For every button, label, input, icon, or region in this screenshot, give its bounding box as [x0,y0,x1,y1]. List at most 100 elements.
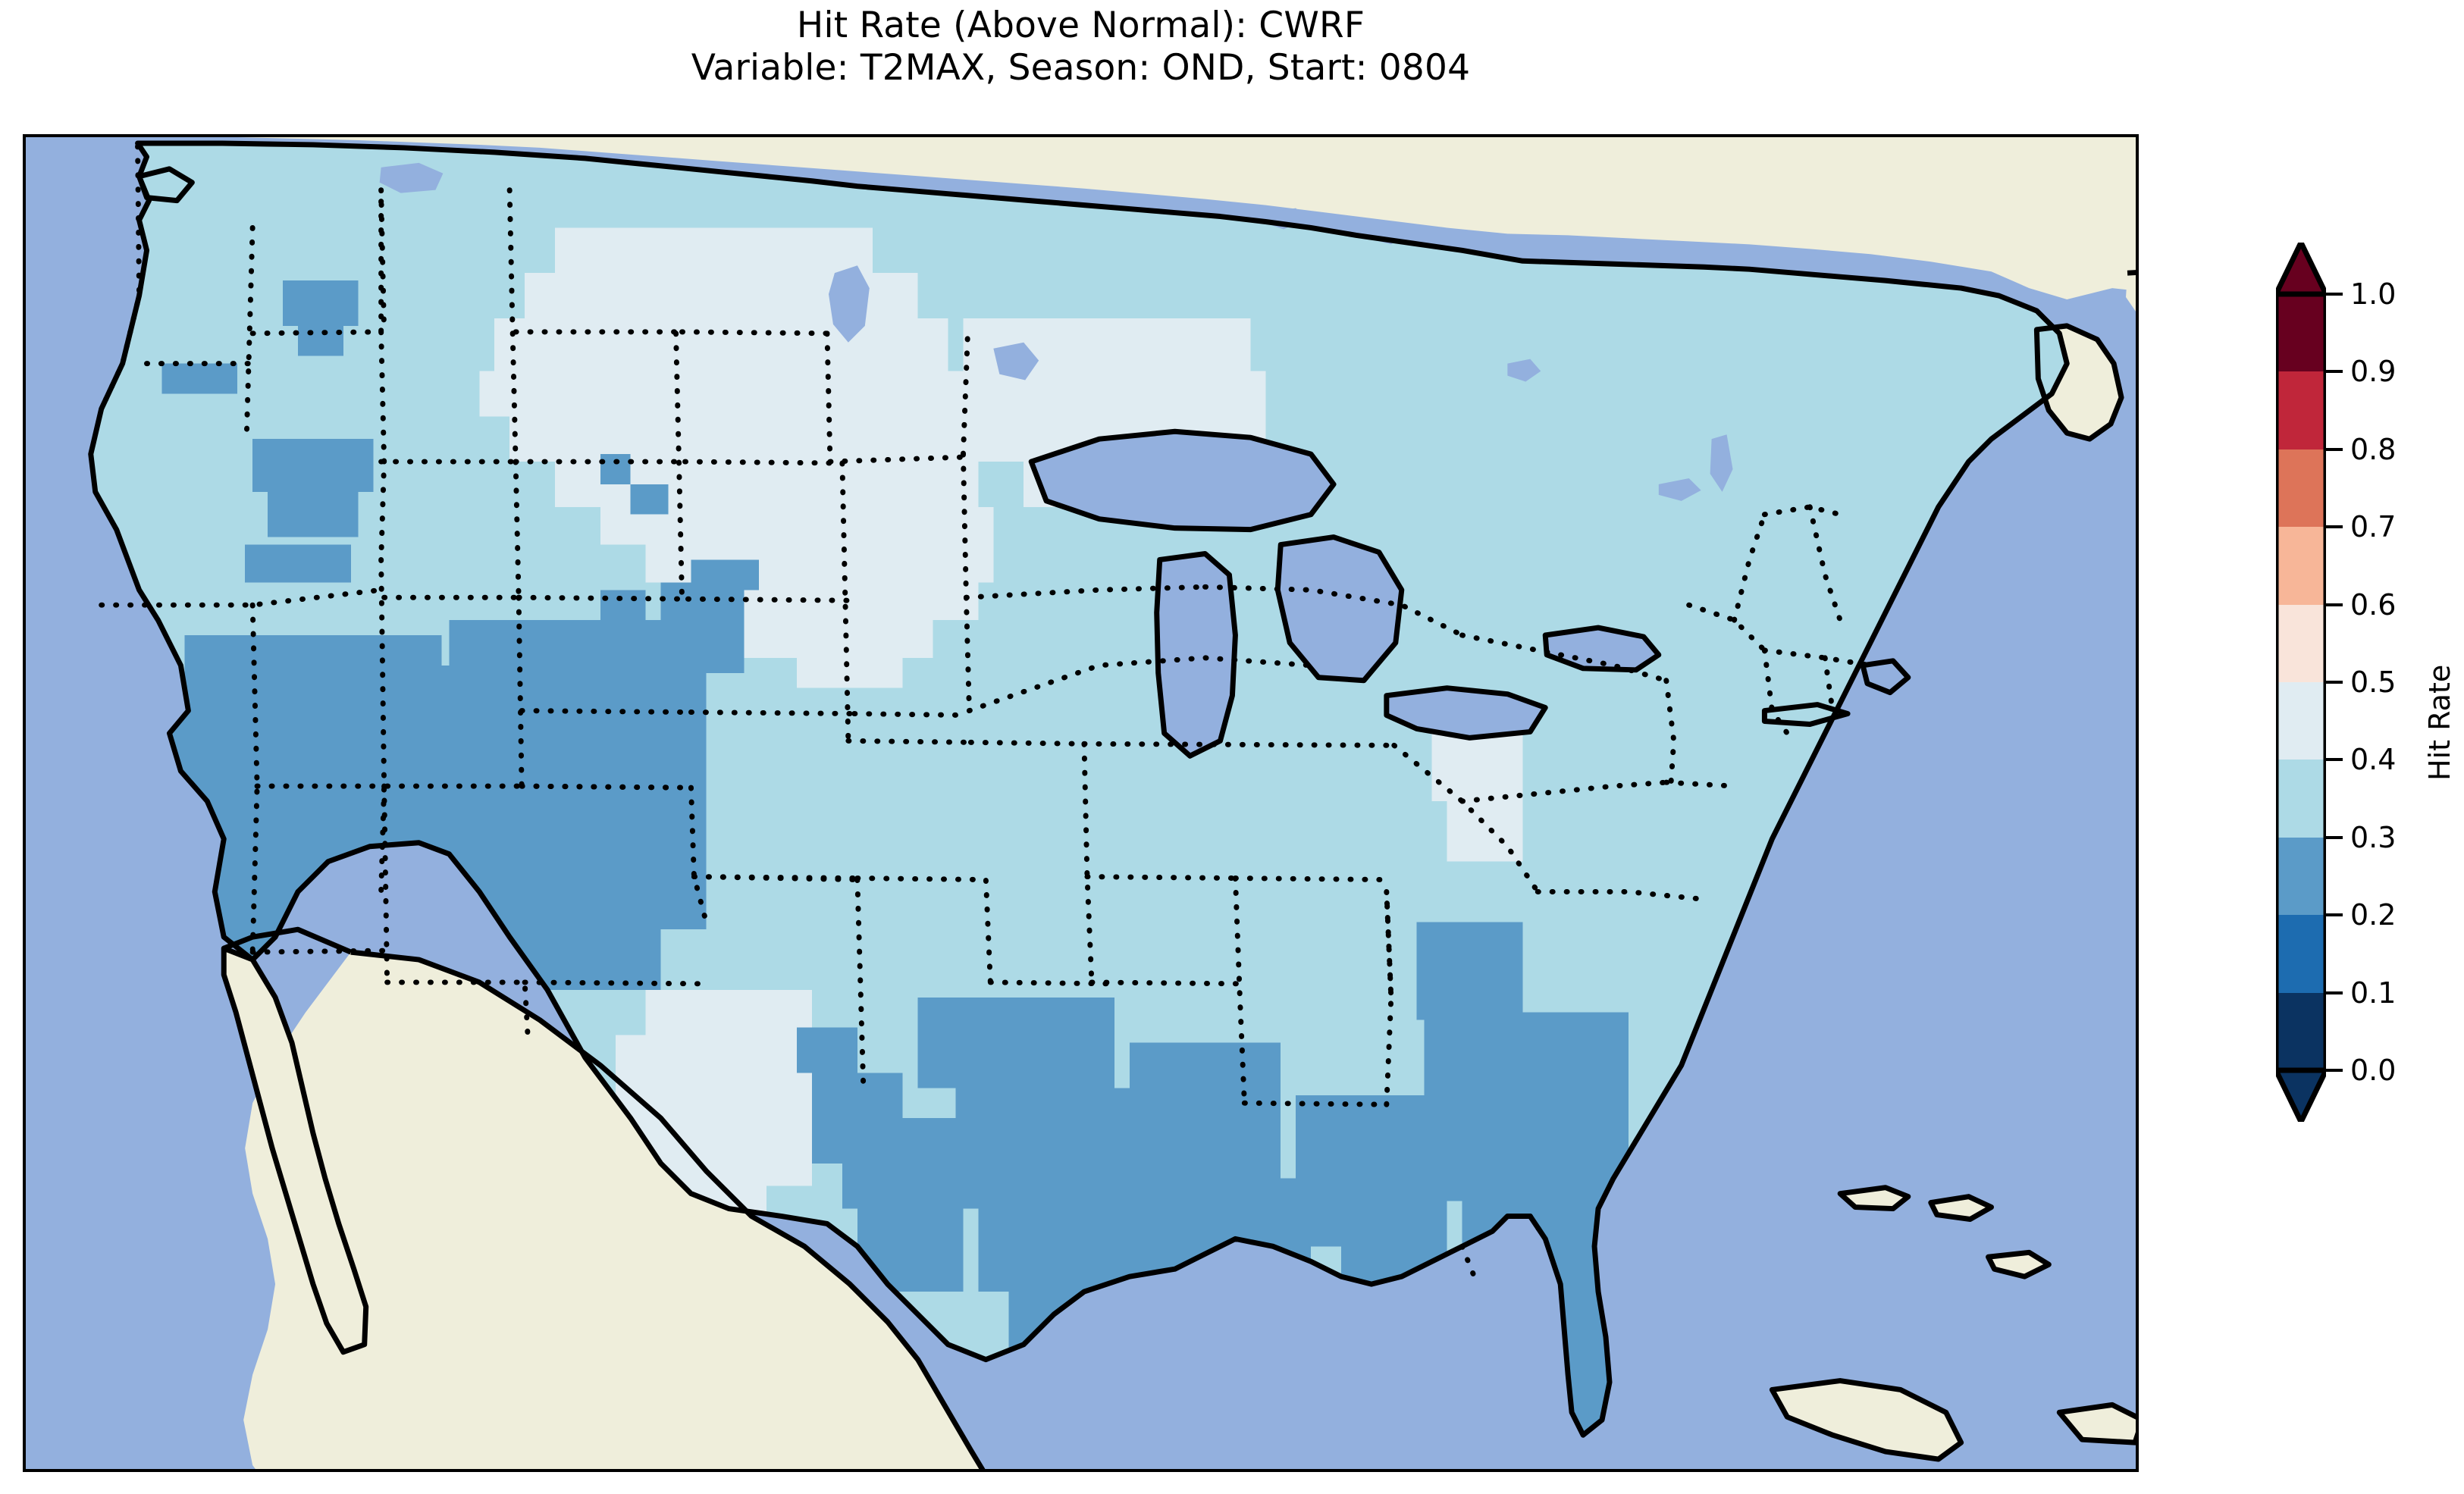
raster-patch-band2 [887,1118,1009,1209]
coastline-9 [1986,1249,2052,1279]
coastline-0 [88,140,2070,1438]
coastline-6 [1769,1378,1964,1462]
state-border-68 [960,330,970,457]
state-border-54 [1459,632,1669,684]
raster-patch-band4 [554,227,873,274]
state-border-12 [506,187,519,465]
state-border-49 [1081,741,1397,748]
colorbar-tick-6 [2326,603,2343,606]
raster-patch-band4 [494,318,948,371]
great-slave [379,162,444,193]
raster-patch-band2 [917,997,1114,1088]
state-border-46 [1241,1100,1390,1107]
colorbar-tick-5 [2326,681,2343,684]
coastline-15 [1542,625,1662,673]
raster-patch-band2 [812,1073,903,1164]
colorbar-tick-2 [2326,913,2343,917]
colorbar-tick-label-5: 0.5 [2350,666,2397,699]
state-border-34 [688,709,857,717]
coastline-13 [1274,534,1405,684]
colorbar-tick-label-4: 0.4 [2350,743,2397,777]
state-border-32 [685,596,853,603]
state-border-40 [967,739,1087,747]
state-border-52 [963,584,1208,600]
coastline-1 [2033,323,2124,442]
colorbar[interactable]: 0.0 0.1 0.2 0.3 0.4 0.5 0.6 0.7 0.8 0.9 1.0 [2276,243,2396,1122]
lake-small-3 [1658,478,1701,501]
colorbar-tick-3 [2326,835,2343,839]
state-border-14 [513,459,522,600]
colorbar-band-0 [2276,992,2326,1070]
colorbar-tick-8 [2326,447,2343,451]
coastline-14 [1384,685,1548,741]
raster-patch-band2 [1416,922,1523,1020]
landmass-canada [237,137,2136,300]
colorbar-tick-label-9: 0.9 [2350,355,2397,389]
lake-of-woods [993,342,1039,381]
lake-small-2 [1507,359,1541,382]
coastline-3 [221,945,369,1355]
raster-patch-band2 [268,491,359,537]
raster-patch-band2 [297,325,343,356]
colorbar-bands [2276,293,2326,1070]
state-border-59 [1686,602,1767,653]
state-border-43 [1084,874,1238,882]
raster-patch-band2 [161,363,208,394]
state-border-38 [845,738,973,745]
state-border-56 [1535,888,1707,902]
state-border-45 [1089,979,1247,987]
state-border-53 [1202,584,1466,638]
raster-patch-band2 [419,665,707,832]
lake-erie [1386,687,1546,738]
colorbar-band-2 [2276,837,2326,916]
landmass-baja-california [224,948,366,1352]
state-border-18 [384,979,531,1038]
state-border-27 [522,979,709,987]
raster-patch-band2 [245,544,351,583]
state-border-11 [378,187,387,335]
figure-title: Hit Rate (Above Normal): CWRF Variable: … [0,5,2161,89]
map-canvas [26,137,2136,1469]
raster-patch-band2 [630,484,669,515]
great-lakes-layer [379,162,1733,756]
state-border-16 [516,594,525,789]
state-border-66 [1384,888,1394,1001]
raster-patch-band2 [600,454,631,484]
raster-patch-band4 [736,620,933,658]
state-border-64 [1822,655,1835,714]
lake-champlain [1710,434,1733,492]
coastline-12 [1154,551,1238,759]
state-border-33 [839,460,851,744]
colorbar-band-8 [2276,371,2326,449]
state-borders [99,143,1873,1287]
lake-winnipeg [828,265,870,343]
colorbar-tick-label-7: 0.7 [2350,510,2397,544]
colorbar-band-7 [2276,449,2326,528]
state-border-50 [1391,742,1541,894]
raster-patch-band2 [797,1027,857,1073]
state-border-35 [691,874,861,882]
lake-superior [1031,431,1334,530]
state-border-23 [516,594,688,602]
raster-patch-band4 [948,371,1266,417]
coastline-8 [1928,1194,1995,1222]
raster-patch-band2 [691,559,760,590]
colorbar-tick-label-1: 0.1 [2350,976,2397,1010]
raster-patch-band2 [1296,1095,1447,1247]
state-border-29 [854,877,867,1091]
state-border-20 [673,330,685,600]
state-border-58 [1663,779,1738,789]
raster-patch-band4 [509,416,979,462]
coastline-11 [1028,428,1337,533]
colorbar-band-1 [2276,914,2326,993]
raster-patch-band2 [660,582,745,673]
colorbar-tick-label-10: 1.0 [2350,277,2397,311]
colorbar-band-6 [2276,526,2326,605]
state-border-9 [381,783,390,985]
lake-huron [1277,537,1402,681]
colorbar-tick-4 [2326,758,2343,762]
coastline-2 [2127,270,2136,276]
title-line-2: Variable: T2MAX, Season: OND, Start: 080… [691,47,1471,89]
raster-patch-band2 [199,363,238,394]
landmass-newfoundland [2126,272,2136,312]
